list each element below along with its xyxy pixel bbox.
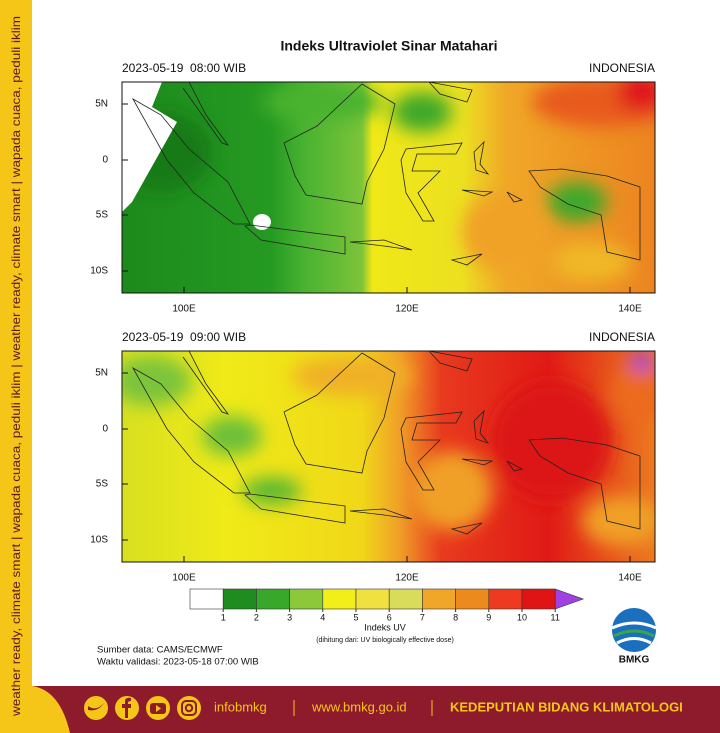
footer-website: www.bmkg.go.id [311,699,407,714]
social-icons [84,696,201,720]
side-text: weather ready, climate smart | wapada cu… [9,16,23,717]
colorbar-label: 7 [420,612,425,622]
source: Sumber data: CAMS/ECMWF [97,645,223,656]
colorbar-title: Indeks UV [364,622,406,632]
colorbar-box [455,588,490,610]
lat-label: 5N [95,99,108,110]
panel-datetime: 2023-05-19 09:00 WIB [122,330,246,344]
colorbar-label: 10 [517,612,527,622]
colorbar-box [355,588,390,610]
lon-label: 140E [618,573,642,584]
colorbar-label: 3 [287,612,292,622]
colorbar-box [521,588,556,610]
logo: BMKG [611,608,657,666]
lat-label: 0 [102,424,108,435]
footer-handle: infobmkg [214,699,267,714]
colorbar-box [289,588,324,610]
colorbar-extend [554,588,585,610]
side-strip [0,0,32,733]
footer-department: KEDEPUTIAN BIDANG KLIMATOLOGI [450,699,683,714]
colorbar-label: 4 [320,612,325,622]
colorbar: 1 2 3 4 5 6 7 8 9 10 11 [189,588,585,622]
colorbar-label: 8 [453,612,458,622]
colorbar-box [256,588,290,610]
colorbar-subtitle: (dihitung dari: UV biologically effectiv… [316,637,454,644]
colorbar-box [222,588,257,610]
lat-label: 5S [96,479,109,490]
lon-label: 120E [395,304,419,315]
lon-label: 100E [172,573,196,584]
colorbar-box [488,588,523,610]
footer-accent [32,686,70,733]
colorbar-label: 6 [387,612,392,622]
lon-label: 120E [395,573,419,584]
title: Indeks Ultraviolet Sinar Matahari [280,38,497,54]
colorbar-label: 11 [551,612,560,622]
colorbar-box [322,588,357,610]
map-panel [121,350,656,563]
panel-region: INDONESIA [589,61,655,75]
lon-label: 100E [172,304,196,315]
colorbar-box [422,588,456,610]
colorbar-box [189,588,224,610]
validity: Waktu validasi: 2023-05-18 07:00 WIB [97,657,259,668]
colorbar-box [388,588,423,610]
lon-label: 140E [618,304,642,315]
colorbar-label: 2 [254,612,259,622]
colorbar-label: 9 [486,612,491,622]
lat-label: 5S [96,210,109,221]
colorbar-label: 1 [221,612,226,622]
logo-text: BMKG [619,655,650,666]
panel-region: INDONESIA [589,330,655,344]
panel-datetime: 2023-05-19 08:00 WIB [122,61,246,75]
footer-band [32,686,720,733]
colorbar-label: 5 [353,612,358,622]
lat-label: 10S [90,535,108,546]
lat-label: 10S [90,266,108,277]
lat-label: 5N [95,368,108,379]
map-panel [121,81,656,294]
lat-label: 0 [102,155,108,166]
